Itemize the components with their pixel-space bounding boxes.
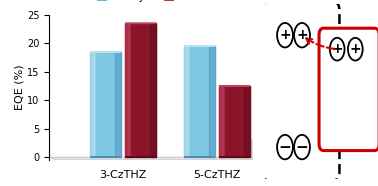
Bar <box>185 46 188 157</box>
Bar <box>115 52 121 157</box>
Bar <box>90 52 121 157</box>
Bar <box>128 23 130 157</box>
Bar <box>186 46 188 157</box>
Bar <box>219 86 250 157</box>
Bar <box>93 52 95 157</box>
Y-axis label: EQE (%): EQE (%) <box>14 65 24 110</box>
Bar <box>221 86 223 157</box>
Bar <box>187 46 189 157</box>
Text: −: − <box>296 140 308 155</box>
Text: +: + <box>296 28 308 42</box>
Text: +: + <box>279 28 291 42</box>
Legend: TmPyPB, TPBi: TmPyPB, TPBi <box>93 0 210 7</box>
Bar <box>93 52 95 157</box>
Bar <box>244 86 250 157</box>
Bar <box>184 46 215 157</box>
Polygon shape <box>49 157 258 160</box>
Bar <box>209 46 215 157</box>
FancyBboxPatch shape <box>262 2 339 180</box>
Bar <box>222 86 224 157</box>
Bar <box>127 23 130 157</box>
Text: +: + <box>332 42 343 56</box>
Bar <box>219 86 223 157</box>
Bar <box>126 23 129 157</box>
Text: +: + <box>350 42 361 56</box>
Bar <box>220 86 223 157</box>
Bar <box>184 46 188 157</box>
Bar <box>186 46 189 157</box>
Bar <box>129 23 130 157</box>
Text: −: − <box>279 140 291 155</box>
Polygon shape <box>251 140 258 160</box>
Bar <box>150 23 156 157</box>
Bar <box>90 52 94 157</box>
Bar <box>91 52 94 157</box>
FancyBboxPatch shape <box>319 28 378 151</box>
Bar <box>125 23 156 157</box>
Bar <box>125 23 129 157</box>
Bar <box>222 86 224 157</box>
Bar <box>92 52 94 157</box>
